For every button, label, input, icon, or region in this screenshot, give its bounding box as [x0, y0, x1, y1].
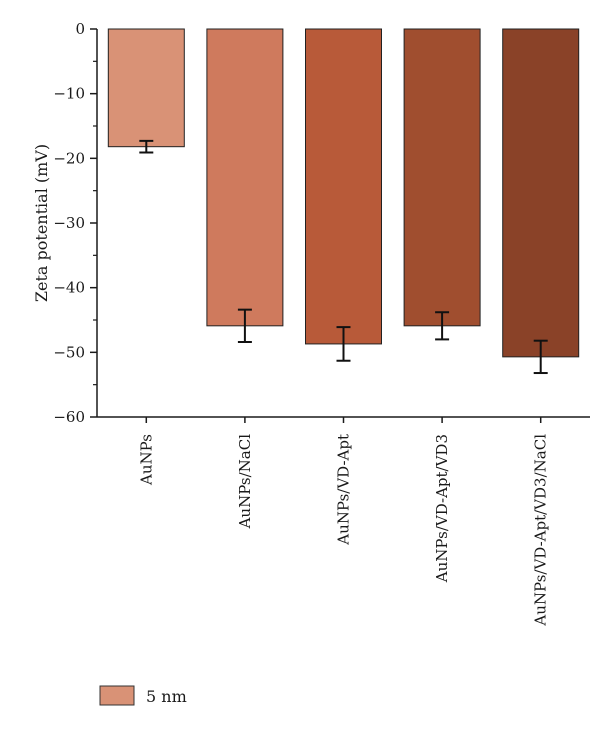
- error-bars-layer: [139, 139, 548, 375]
- y-ticks: 0 −10 −20 −30 −40 −50 −60: [53, 20, 97, 426]
- x-tick-label: AuNPs/VD-Apt: [335, 434, 353, 546]
- error-bar: [336, 326, 351, 362]
- y-tick-label: −10: [53, 85, 85, 103]
- bar: [403, 28, 481, 327]
- y-tick-label: −60: [53, 408, 85, 426]
- x-tick-label: AuNPs: [137, 434, 155, 486]
- bars-layer: [107, 28, 580, 358]
- y-tick-label: −50: [53, 343, 85, 361]
- x-tick-label: AuNPs/NaCl: [236, 434, 254, 530]
- error-bar: [435, 311, 450, 341]
- bar: [502, 28, 580, 358]
- x-ticks: AuNPs AuNPs/NaCl AuNPs/VD-Apt AuNPs/VD-Apt/…: [137, 417, 550, 627]
- bar: [206, 28, 284, 327]
- y-tick-label: −40: [53, 279, 85, 297]
- error-bar: [237, 308, 252, 343]
- bar: [305, 28, 382, 345]
- legend-label: 5 nm: [146, 687, 187, 706]
- y-tick-label: −30: [53, 214, 85, 232]
- y-tick-label: −20: [53, 149, 85, 167]
- y-tick-label: 0: [75, 20, 85, 38]
- y-axis-title: Zeta potential (mV): [32, 144, 51, 302]
- x-tick-label: AuNPs/VD-Apt/VD3/NaCl: [532, 434, 550, 627]
- x-tick-label: AuNPs/VD-Apt/VD3: [433, 434, 451, 583]
- error-bar: [533, 339, 548, 375]
- legend: 5 nm: [99, 685, 187, 706]
- error-bar: [139, 139, 154, 154]
- legend-swatch: [99, 685, 135, 706]
- bar: [107, 28, 185, 148]
